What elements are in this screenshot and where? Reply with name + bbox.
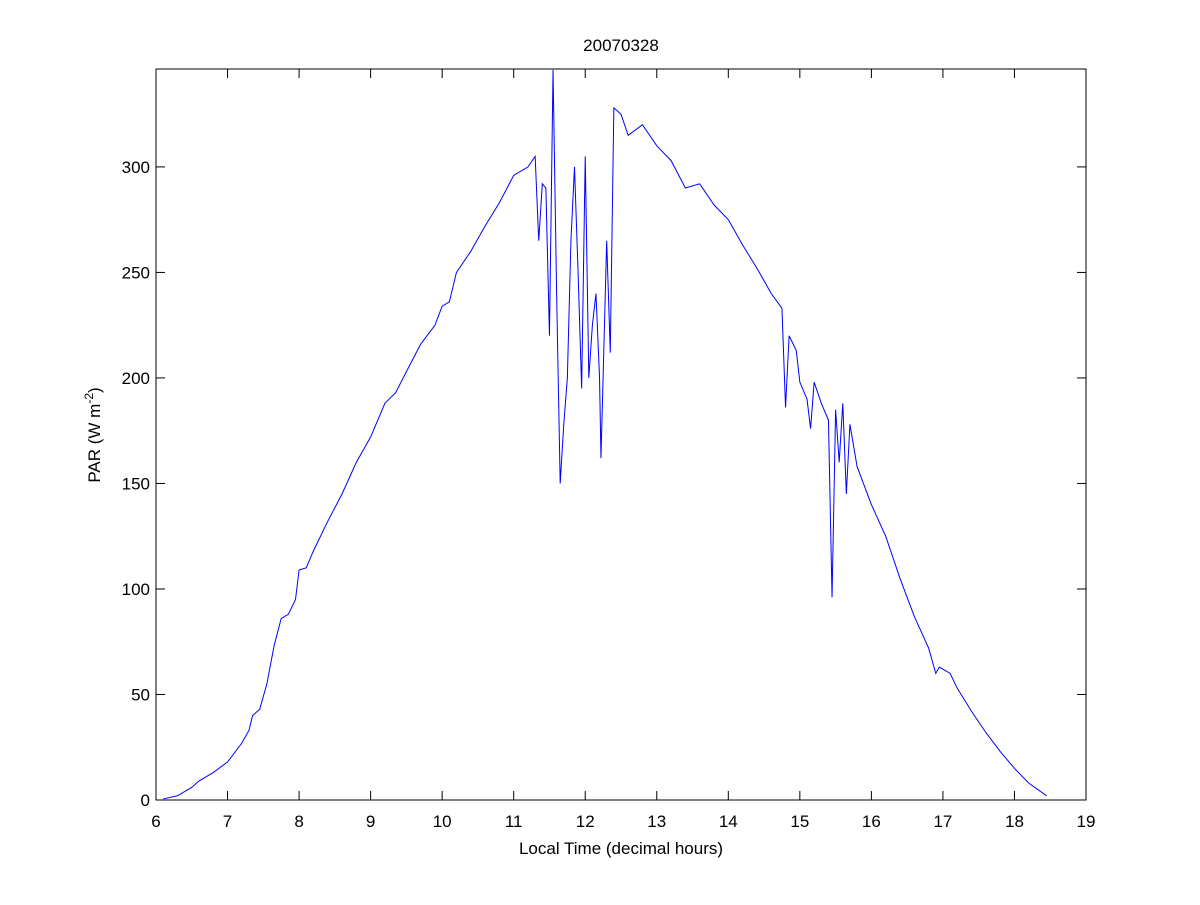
x-tick-label: 18	[1005, 812, 1024, 831]
x-tick-label: 8	[294, 812, 303, 831]
x-tick-label: 16	[862, 812, 881, 831]
x-tick-label: 13	[647, 812, 666, 831]
x-tick-label: 10	[433, 812, 452, 831]
y-tick-label: 100	[122, 580, 150, 599]
chart-title: 20070328	[583, 36, 659, 55]
x-tick-label: 14	[719, 812, 738, 831]
y-tick-label: 250	[122, 263, 150, 282]
x-tick-label: 9	[366, 812, 375, 831]
y-label-text: )	[85, 387, 104, 393]
x-tick-label: 15	[790, 812, 809, 831]
x-axis-label: Local Time (decimal hours)	[519, 839, 723, 858]
y-tick-label: 200	[122, 369, 150, 388]
y-tick-label: 150	[122, 474, 150, 493]
y-axis-label: PAR (W m-2)	[82, 387, 104, 482]
x-tick-label: 6	[151, 812, 160, 831]
x-tick-label: 7	[223, 812, 232, 831]
y-label-text: PAR (W m	[85, 404, 104, 483]
x-tick-label: 11	[505, 812, 523, 831]
y-tick-label: 300	[122, 158, 150, 177]
y-tick-label: 0	[141, 791, 150, 810]
x-tick-label: 12	[576, 812, 595, 831]
y-tick-label: 50	[131, 685, 150, 704]
y-label-superscript: -2	[82, 393, 96, 404]
axes-box	[155, 68, 1087, 801]
x-tick-label: 19	[1077, 812, 1096, 831]
data-line	[163, 69, 1047, 800]
x-tick-label: 17	[933, 812, 952, 831]
